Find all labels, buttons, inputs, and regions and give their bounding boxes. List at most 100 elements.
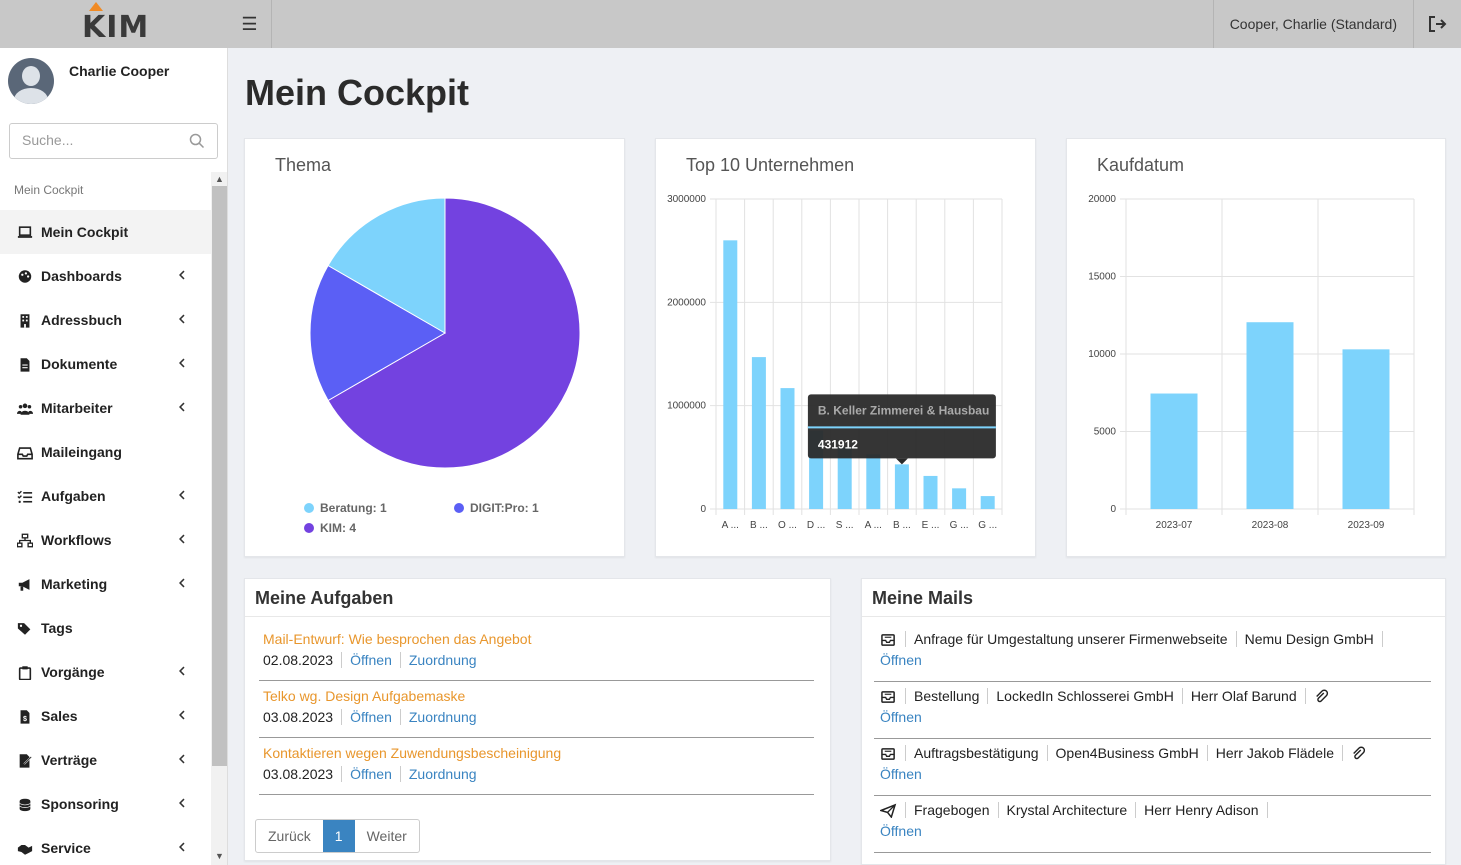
pager-next-button[interactable]: Weiter [366, 828, 407, 844]
task-title-link[interactable]: Telko wg. Design Aufgabemaske [263, 688, 466, 704]
chevron-left-icon [177, 400, 191, 417]
sidebar-item-vertr-ge[interactable]: Verträge [0, 738, 211, 782]
sidebar-item-sales[interactable]: $ Sales [0, 694, 211, 738]
sidebar-item-label: Marketing [41, 576, 108, 592]
sidebar-item-tags[interactable]: Tags [0, 606, 211, 650]
mail-open-link[interactable]: Öffnen [880, 766, 922, 782]
pager-page-1[interactable]: 1 [322, 820, 355, 852]
chevron-left-icon [177, 268, 191, 285]
x-tick-label: 2023-07 [1156, 520, 1193, 531]
x-tick-label: E ... [922, 520, 940, 531]
mail-person: Herr Jakob Flädele [1215, 745, 1334, 761]
x-tick-label: B ... [893, 520, 911, 531]
mail-person: Herr Henry Adison [1144, 802, 1259, 818]
sidebar-item-aufgaben[interactable]: Aufgaben [0, 474, 211, 518]
pager-prev-button[interactable]: Zurück [268, 828, 311, 844]
task-date: 03.08.2023 [263, 709, 334, 725]
task-open-link[interactable]: Öffnen [350, 652, 392, 668]
sidebar-item-dokumente[interactable]: Dokumente [0, 342, 211, 386]
mail-open-link[interactable]: Öffnen [880, 823, 922, 839]
svg-text:$: $ [23, 714, 27, 722]
chevron-left-icon [177, 488, 191, 505]
task-meta: 03.08.2023 Öffnen Zuordnung [263, 709, 477, 725]
search-box [9, 123, 218, 159]
task-title-link[interactable]: Kontaktieren wegen Zuwendungsbescheinigu… [263, 745, 562, 761]
bar [1150, 393, 1198, 509]
app-logo: KIM [82, 10, 150, 45]
chevron-left-icon [177, 840, 191, 857]
legend-label: Beratung: 1 [320, 501, 387, 515]
task-open-link[interactable]: Öffnen [350, 709, 392, 725]
sidebar-item-maileingang[interactable]: Maileingang [0, 430, 211, 474]
page-title: Mein Cockpit [245, 72, 470, 113]
tags-icon [16, 620, 34, 636]
mail-item: Bestellung LockedIn Schlosserei GmbH Herr … [874, 684, 1431, 739]
mail-company: Krystal Architecture [1006, 802, 1128, 818]
menu-toggle-button[interactable]: ☰ [228, 0, 272, 48]
pie-slice-digit-pro [309, 264, 446, 402]
sidebar-item-sponsoring[interactable]: Sponsoring [0, 782, 211, 826]
legend-marker [304, 503, 314, 513]
task-open-link[interactable]: Öffnen [350, 766, 392, 782]
scroll-up-arrow-icon[interactable]: ▲ [215, 174, 224, 184]
logout-button[interactable] [1413, 0, 1461, 48]
y-tick-label: 3000000 [667, 194, 706, 205]
pagination: Zurück 1 Weiter [255, 819, 420, 853]
sidebar-item-dashboards[interactable]: Dashboards [0, 254, 211, 298]
x-tick-label: D ... [807, 520, 825, 531]
paper-plane-icon [880, 803, 897, 818]
sidebar-item-marketing[interactable]: Marketing [0, 562, 211, 606]
sidebar-item-label: Dashboards [41, 268, 122, 284]
chart-card-thema: Thema Beratung: 1 DIGIT:Pro: 1 KIM: 4 [244, 138, 625, 557]
sidebar-item-mein-cockpit[interactable]: Mein Cockpit [0, 210, 211, 254]
search-input[interactable] [22, 132, 182, 148]
task-title-link[interactable]: Mail-Entwurf: Wie besprochen das Angebot [263, 631, 532, 647]
sidebar-item-label: Verträge [41, 752, 98, 768]
sidebar-item-mitarbeiter[interactable]: Mitarbeiter [0, 386, 211, 430]
sidebar-item-adressbuch[interactable]: Adressbuch [0, 298, 211, 342]
tooltip-value: 431912 [818, 437, 858, 451]
mail-subject: Anfrage für Umgestaltung unserer Firmenw… [914, 631, 1228, 647]
inbox-icon [16, 444, 34, 460]
legend-label: DIGIT:Pro: 1 [470, 501, 539, 515]
bar [1246, 322, 1294, 509]
sidebar-item-label: Adressbuch [41, 312, 122, 328]
mail-subject: Auftragsbestätigung [914, 745, 1039, 761]
task-assign-link[interactable]: Zuordnung [408, 766, 477, 782]
envelope-icon [880, 746, 897, 761]
envelope-icon [880, 632, 897, 647]
bar [780, 388, 795, 509]
task-item: Telko wg. Design Aufgabemaske 03.08.2023 Ö… [259, 684, 814, 738]
y-tick-label: 0 [700, 504, 706, 515]
bar [952, 488, 967, 509]
logo-area[interactable]: KIM [0, 0, 228, 48]
user-profile[interactable]: Charlie Cooper [8, 56, 218, 106]
tasks-panel: Meine Aufgaben Mail-Entwurf: Wie besproc… [244, 578, 831, 861]
clipboard-icon [16, 664, 34, 680]
sidebar-item-workflows[interactable]: Workflows [0, 518, 211, 562]
sidebar-item-label: Dokumente [41, 356, 118, 372]
sidebar-item-vorg-nge[interactable]: Vorgänge [0, 650, 211, 694]
pie-slice-kim [327, 197, 581, 469]
chevron-left-icon [177, 796, 191, 813]
y-tick-label: 20000 [1088, 194, 1116, 205]
mail-subject: Fragebogen [914, 802, 990, 818]
task-assign-link[interactable]: Zuordnung [408, 709, 477, 725]
user-menu[interactable]: Cooper, Charlie (Standard) [1212, 0, 1413, 48]
chevron-left-icon [177, 576, 191, 593]
mail-open-link[interactable]: Öffnen [880, 709, 922, 725]
sidebar-item-service[interactable]: Service [0, 826, 211, 865]
task-date: 03.08.2023 [263, 766, 334, 782]
y-tick-label: 1000000 [667, 401, 706, 412]
task-assign-link[interactable]: Zuordnung [408, 652, 477, 668]
mail-subject: Bestellung [914, 688, 980, 704]
sidebar-item-label: Aufgaben [41, 488, 106, 504]
mail-open-link[interactable]: Öffnen [880, 652, 922, 668]
bullhorn-icon [16, 576, 34, 592]
sidebar-item-label: Tags [41, 620, 73, 636]
search-icon[interactable] [189, 133, 205, 149]
sidebar-scroll-thumb[interactable] [212, 186, 227, 766]
scroll-down-arrow-icon[interactable]: ▼ [215, 851, 224, 861]
bar [866, 454, 881, 509]
legend-label: KIM: 4 [320, 521, 356, 535]
